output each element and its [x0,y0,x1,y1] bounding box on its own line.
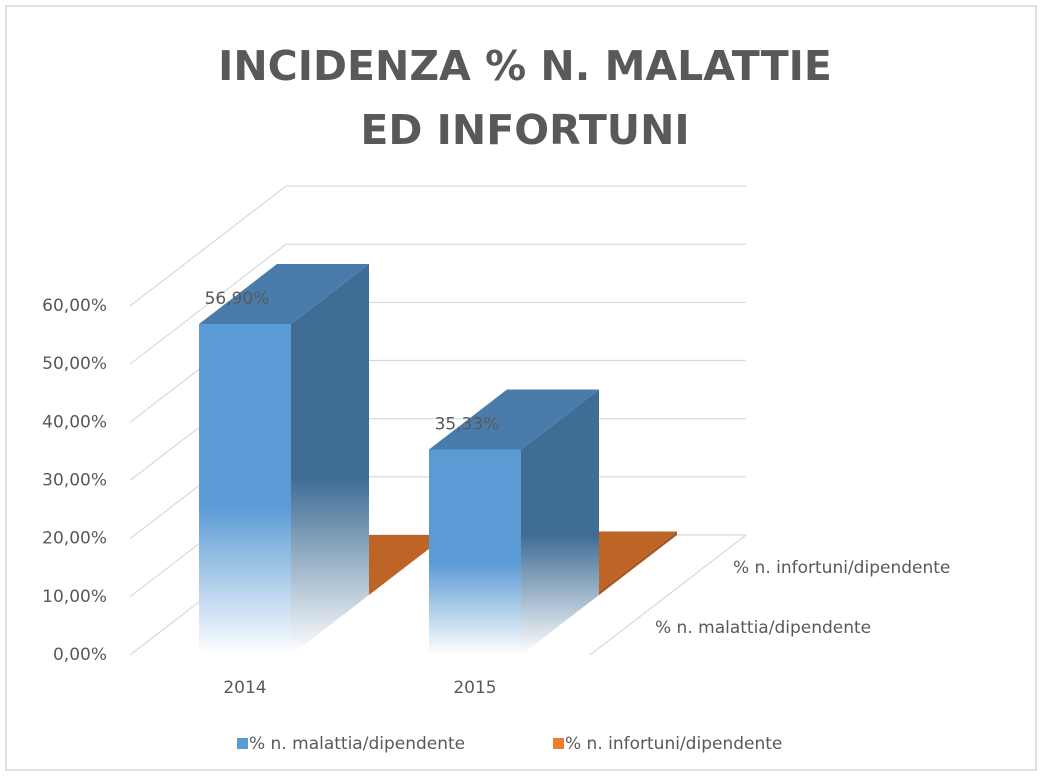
bar-side [291,264,369,655]
legend-label: % n. malattia/dipendente [249,734,465,754]
y-tick-label: 40,00% [42,412,107,432]
bar-top [429,389,599,450]
legend-swatch [237,738,248,749]
data-label: 56,90% [205,289,270,309]
chart-title: INCIDENZA % N. MALATTIE ED INFORTUNI [218,42,832,154]
bar-front [429,449,521,655]
grid-line [129,243,287,365]
bar-top [199,264,369,325]
floor-edge [589,534,747,656]
chart-border [5,5,1037,771]
bar-front [199,324,291,655]
y-tick-label: 30,00% [42,471,107,491]
bar-side [599,531,677,595]
bar-side [521,389,599,655]
y-tick-label: 60,00% [42,296,107,316]
data-label: 35,33% [435,414,500,434]
y-tick-label: 20,00% [42,529,107,549]
depth-label: % n. infortuni/dipendente [733,558,950,578]
grid-line [129,185,287,307]
depth-label: % n. malattia/dipendente [655,618,871,638]
y-tick-label: 50,00% [42,354,107,374]
legend-label: % n. infortuni/dipendente [565,734,782,754]
y-tick-label: 10,00% [42,587,107,607]
legend-swatch [553,738,564,749]
x-tick-label: 2015 [453,678,496,698]
y-tick-label: 0,00% [53,645,107,665]
x-tick-label: 2014 [223,678,266,698]
